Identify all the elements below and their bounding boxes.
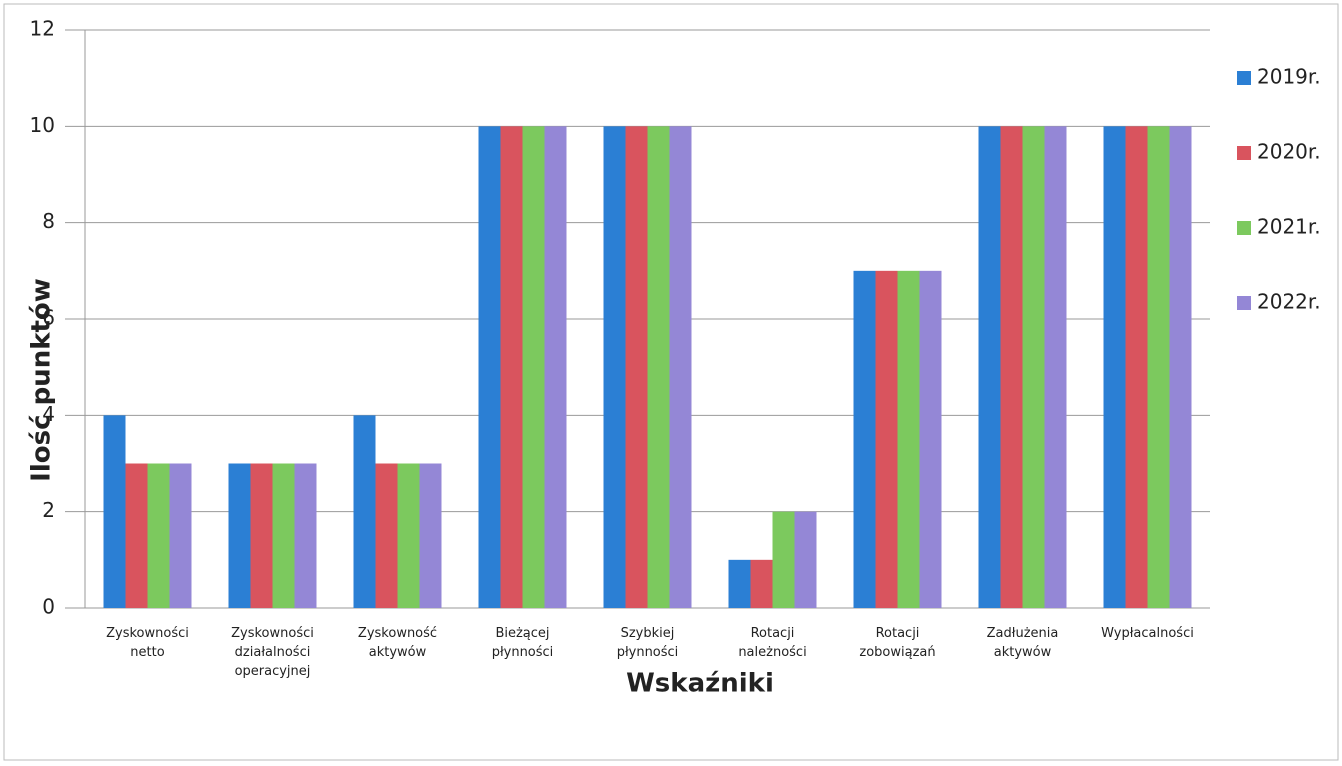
legend-label: 2020r. [1257, 140, 1321, 164]
bar [544, 126, 567, 608]
bar [522, 126, 545, 608]
y-tick-label: 0 [42, 595, 55, 619]
x-tick-label: Rotacji zobowiązań [859, 626, 936, 660]
bar [1103, 126, 1126, 608]
bar [669, 126, 692, 608]
bar [897, 270, 920, 608]
legend-label: 2021r. [1257, 215, 1321, 239]
frame [3, 3, 1339, 761]
bar [250, 463, 273, 608]
bar [500, 126, 523, 608]
bar [794, 511, 817, 608]
bar [375, 463, 398, 608]
bar [1000, 126, 1023, 608]
bar [750, 559, 773, 608]
y-tick-label: 8 [42, 209, 55, 233]
bar [875, 270, 898, 608]
x-tick-label: Zyskowności netto [106, 626, 189, 660]
y-tick-label: 6 [42, 306, 55, 330]
y-axis-title: Ilość punktów [27, 278, 57, 482]
bar [1169, 126, 1192, 608]
x-tick-label: Zadłużenia aktywów [986, 626, 1059, 660]
bar [1044, 126, 1067, 608]
legend-label: 2019r. [1257, 65, 1321, 89]
bar [294, 463, 317, 608]
bar [103, 415, 126, 608]
x-axis-title: Wskaźniki [626, 669, 774, 699]
y-tick-label: 12 [30, 17, 55, 41]
bar [853, 270, 876, 608]
legend-swatch [1237, 71, 1251, 85]
legend-label: 2022r. [1257, 290, 1321, 314]
bar [978, 126, 1001, 608]
bar [419, 463, 442, 608]
x-tick-label: Zyskowność aktywów [357, 626, 438, 660]
y-tick-label: 4 [42, 402, 55, 426]
bar [772, 511, 795, 608]
bar [125, 463, 148, 608]
bar [625, 126, 648, 608]
x-tick-label: Szybkiej płynności [616, 626, 679, 660]
x-tick-label: Wypłacalności [1101, 626, 1194, 641]
y-tick-label: 10 [30, 113, 55, 137]
bar [728, 559, 751, 608]
bar [647, 126, 670, 608]
x-tick-label: Bieżącej płynności [491, 626, 554, 660]
legend-swatch [1237, 221, 1251, 235]
bar [1022, 126, 1045, 608]
x-tick-label: Zyskowności działalności operacyjnej [231, 626, 314, 679]
bar [603, 126, 626, 608]
bar [919, 270, 942, 608]
legend-swatch [1237, 146, 1251, 160]
bar [478, 126, 501, 608]
legend-swatch [1237, 296, 1251, 310]
bar [1147, 126, 1170, 608]
bar [1125, 126, 1148, 608]
bar [147, 463, 170, 608]
bar [353, 415, 376, 608]
x-tick-label: Rotacji należności [738, 626, 807, 660]
bar [397, 463, 420, 608]
bar [272, 463, 295, 608]
bar [228, 463, 251, 608]
y-tick-label: 2 [42, 498, 55, 522]
bar [169, 463, 192, 608]
